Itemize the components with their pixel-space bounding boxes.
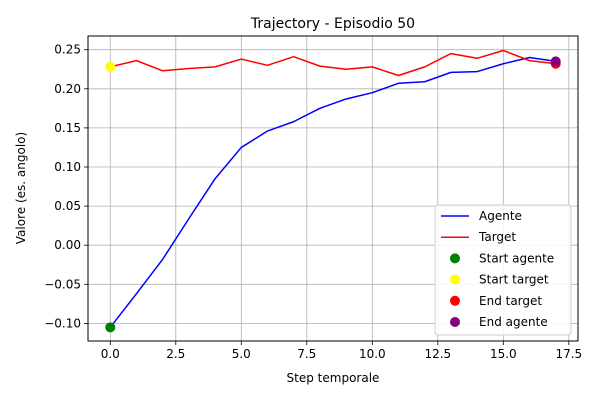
plot-frame xyxy=(87,35,579,342)
x-tick-label: 12.5 xyxy=(424,347,451,361)
x-axis-ticks: 0.0 2.5 5.0 7.5 10.0 12.5 15.0 17.5 xyxy=(101,341,582,361)
legend-label-start-agente: Start agente xyxy=(479,251,554,265)
x-tick-label: 0.0 xyxy=(101,347,120,361)
y-axis-label: Valore (es. angolo) xyxy=(14,132,28,244)
legend-label-start-target: Start target xyxy=(479,273,549,287)
x-tick-label: 10.0 xyxy=(359,347,386,361)
y-tick-label: 0.25 xyxy=(54,43,81,57)
x-axis-label: Step temporale xyxy=(287,371,380,385)
legend-label-target: Target xyxy=(478,230,516,244)
marker-end-agente xyxy=(550,56,561,67)
y-axis-ticks: −0.10 −0.05 0.00 0.05 0.10 0.15 0.20 0.25 xyxy=(44,43,88,330)
legend-swatch-start-target xyxy=(450,274,460,285)
x-tick-label: 15.0 xyxy=(490,347,517,361)
y-tick-label: 0.05 xyxy=(54,199,81,213)
y-tick-label: 0.15 xyxy=(54,121,81,135)
x-tick-label: 2.5 xyxy=(166,347,185,361)
legend-swatch-start-agente xyxy=(450,253,460,264)
y-tick-label: −0.05 xyxy=(44,277,81,291)
marker-layer xyxy=(105,56,561,333)
series-line-target xyxy=(110,49,556,77)
marker-start-agente xyxy=(105,322,116,333)
y-tick-label: 0.20 xyxy=(54,82,81,96)
x-tick-label: 5.0 xyxy=(232,347,251,361)
legend-label-agente: Agente xyxy=(479,209,522,223)
legend-swatch-end-agente xyxy=(450,317,460,327)
y-tick-label: 0.00 xyxy=(54,238,81,252)
x-tick-label: 7.5 xyxy=(297,347,316,361)
legend: Agente Target Start agente Start target End … xyxy=(434,204,572,336)
series-layer xyxy=(109,49,556,328)
y-tick-label: −0.10 xyxy=(44,316,81,330)
legend-label-end-agente: End agente xyxy=(479,315,548,329)
x-tick-label: 17.5 xyxy=(555,347,582,361)
marker-start-target xyxy=(105,61,116,72)
y-tick-label: 0.10 xyxy=(54,160,81,174)
chart-title: Trajectory - Episodio 50 xyxy=(250,16,415,32)
grid xyxy=(88,36,578,341)
legend-label-end-target: End target xyxy=(479,294,542,308)
legend-swatch-end-target xyxy=(450,295,460,306)
series-line-agente xyxy=(109,56,556,328)
